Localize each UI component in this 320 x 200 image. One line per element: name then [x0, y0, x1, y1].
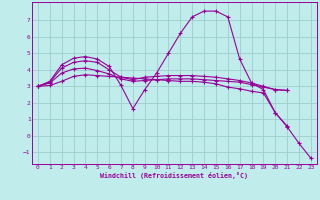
X-axis label: Windchill (Refroidissement éolien,°C): Windchill (Refroidissement éolien,°C) — [100, 172, 248, 179]
